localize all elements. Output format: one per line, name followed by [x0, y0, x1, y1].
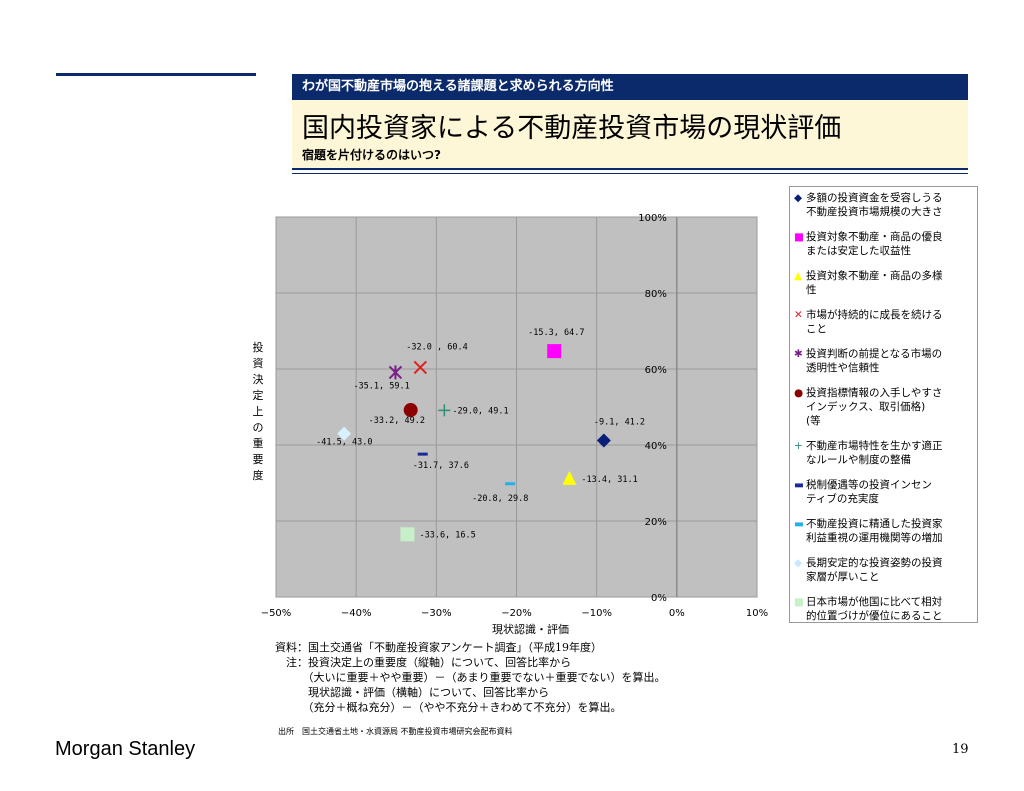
legend-label: 性	[806, 284, 817, 296]
legend-marker-icon: ▲	[794, 270, 803, 282]
section-title: わが国不動産市場の抱える諸課題と求められる方向性	[292, 74, 968, 100]
data-label: -33.6, 16.5	[419, 530, 475, 540]
legend-label: なルールや制度の整備	[806, 454, 911, 466]
y-tick-label: 40%	[645, 441, 667, 452]
data-point-6	[403, 403, 418, 418]
legend-label: 的位置づけが優位にあること	[806, 610, 943, 622]
data-point-1	[596, 433, 611, 448]
legend-item: ■ 日本市場が他国に比べて相対 的位置づけが優位にあること	[794, 595, 974, 623]
data-label: -29.0, 49.1	[452, 406, 508, 416]
source-text: 出所 国土交通省土地・水資源局 不動産投資市場研究会配布資料	[278, 727, 513, 736]
legend-label: 投資判断の前提となる市場の	[806, 348, 943, 360]
data-label: -41.5, 43.0	[316, 438, 372, 448]
data-label: -32.0 , 60.4	[406, 342, 467, 352]
y-tick-label: 20%	[645, 517, 667, 528]
data-label: -15.3, 64.7	[528, 328, 584, 338]
legend-item: ▬ 不動産投資に精通した投資家 利益重視の運用機関等の増加	[794, 517, 974, 545]
chart-legend: ◆ 多額の投資資金を受容しうる 不動産投資市場規模の大きさ ■ 投資対象不動産・商品の優…	[789, 186, 978, 623]
legend-label: ティブの充実度	[806, 493, 879, 505]
data-label: -9.1, 41.2	[594, 417, 645, 427]
legend-label: 投資対象不動産・商品の優良	[806, 231, 943, 243]
data-point-2	[547, 344, 562, 359]
data-point-11	[400, 527, 415, 542]
legend-label: 不動産投資に精通した投資家	[806, 518, 943, 530]
x-tick-label: −50%	[261, 608, 292, 619]
legend-label: 市場が持続的に成長を続ける	[806, 309, 943, 321]
x-axis-label: 現状認識・評価	[492, 622, 569, 636]
legend-marker-icon: ✕	[794, 309, 803, 321]
top-rule	[56, 73, 256, 76]
page-number: 19	[952, 742, 969, 757]
legend-item: + 不動産市場特性を生かす適正 なルールや制度の整備	[794, 439, 974, 467]
page-subtitle: 宿題を片付けるのはいつ?	[302, 148, 441, 162]
page-title: 国内投資家による不動産投資市場の現状評価	[302, 113, 842, 144]
legend-label: 投資指標情報の入手しやすさ	[806, 387, 943, 399]
legend-label: (等	[806, 415, 821, 427]
data-label: -20.8, 29.8	[472, 494, 528, 504]
legend-marker-icon: ◆	[794, 557, 803, 569]
legend-label: インデックス、取引価格)	[806, 401, 926, 413]
x-tick-label: −20%	[501, 608, 532, 619]
note-line-4: 現状認識・評価（横軸）について、回答比率から	[275, 686, 550, 699]
note-line-5: （充分＋概ね充分）－（やや不充分＋きわめて不充分）を算出。	[275, 701, 622, 714]
y-axis-label: 投資決定上の重要度	[252, 341, 264, 482]
y-tick-label: 60%	[645, 365, 667, 376]
header-body: 国内投資家による不動産投資市場の現状評価 宿題を片付けるのはいつ?	[292, 100, 968, 174]
legend-label: 税制優遇等の投資インセン	[806, 479, 932, 491]
legend-marker-icon: ▬	[794, 518, 804, 530]
note-line-2: 注：投資決定上の重要度（縦軸）について、回答比率から	[275, 656, 572, 669]
y-tick-label: 100%	[638, 213, 667, 224]
data-point-5	[388, 365, 403, 380]
x-tick-label: −10%	[581, 608, 612, 619]
data-label: -13.4, 31.1	[581, 475, 637, 485]
header: わが国不動産市場の抱える諸課題と求められる方向性 国内投資家による不動産投資市場…	[292, 74, 968, 174]
legend-item: ▲ 投資対象不動産・商品の多様性	[794, 269, 974, 297]
data-point-3	[562, 470, 577, 485]
legend-item: ✕ 市場が持続的に成長を続ける こと	[794, 308, 974, 336]
data-point-8	[417, 452, 428, 456]
data-point-7	[438, 404, 451, 417]
y-tick-label: 80%	[645, 289, 667, 300]
legend-item: ✱ 投資判断の前提となる市場の 透明性や信頼性	[794, 347, 974, 375]
data-label: -33.2, 49.2	[369, 416, 425, 426]
y-tick-label: 0%	[651, 593, 667, 604]
legend-label: 投資対象不動産・商品の多様	[806, 270, 943, 282]
data-point-4	[413, 360, 428, 375]
legend-label: 日本市場が他国に比べて相対	[806, 596, 943, 608]
data-label: -31.7, 37.6	[413, 461, 469, 471]
legend-label: 家層が厚いこと	[806, 571, 880, 583]
legend-item: ◆ 多額の投資資金を受容しうる 不動産投資市場規模の大きさ	[794, 191, 974, 219]
x-tick-label: −40%	[341, 608, 372, 619]
data-point-10	[337, 426, 352, 441]
chart-notes: 資料：国土交通省「不動産投資家アンケート調査」（平成19年度） 注：投資決定上の…	[275, 640, 666, 715]
data-label: -35.1, 59.1	[353, 381, 409, 391]
legend-item: ▬ 税制優遇等の投資インセン ティブの充実度	[794, 478, 974, 506]
x-tick-label: 10%	[746, 608, 768, 619]
legend-marker-icon: ●	[794, 387, 804, 399]
legend-marker-icon: +	[794, 440, 803, 452]
legend-label: 多額の投資資金を受容しうる	[806, 192, 943, 204]
legend-item: ■ 投資対象不動産・商品の優良 または安定した収益性	[794, 230, 974, 258]
legend-item: ◆ 長期安定的な投資姿勢の投資 家層が厚いこと	[794, 556, 974, 584]
legend-label: 透明性や信頼性	[806, 362, 880, 374]
legend-marker-icon: ◆	[794, 192, 803, 204]
x-tick-label: 0%	[669, 608, 685, 619]
x-tick-label: −30%	[421, 608, 452, 619]
company-logo: Morgan Stanley	[55, 738, 196, 760]
legend-label: 長期安定的な投資姿勢の投資	[806, 557, 943, 569]
legend-marker-icon: ▬	[794, 479, 804, 491]
legend-marker-icon: ✱	[794, 348, 803, 360]
data-point-9	[505, 482, 516, 486]
legend-label: 不動産投資市場規模の大きさ	[806, 206, 943, 218]
note-line-3: （大いに重要＋やや重要）－（あまり重要でない＋重要でない）を算出。	[275, 671, 666, 684]
legend-label: こと	[806, 323, 827, 335]
note-line-1: 資料：国土交通省「不動産投資家アンケート調査」（平成19年度）	[275, 641, 603, 654]
legend-label: 不動産市場特性を生かす適正	[806, 440, 943, 452]
legend-label: 利益重視の運用機関等の増加	[806, 532, 943, 544]
legend-marker-icon: ■	[794, 231, 804, 243]
legend-marker-icon: ■	[794, 596, 804, 608]
legend-item: ● 投資指標情報の入手しやすさ インデックス、取引価格) (等	[794, 386, 974, 428]
legend-label: または安定した収益性	[806, 245, 911, 257]
